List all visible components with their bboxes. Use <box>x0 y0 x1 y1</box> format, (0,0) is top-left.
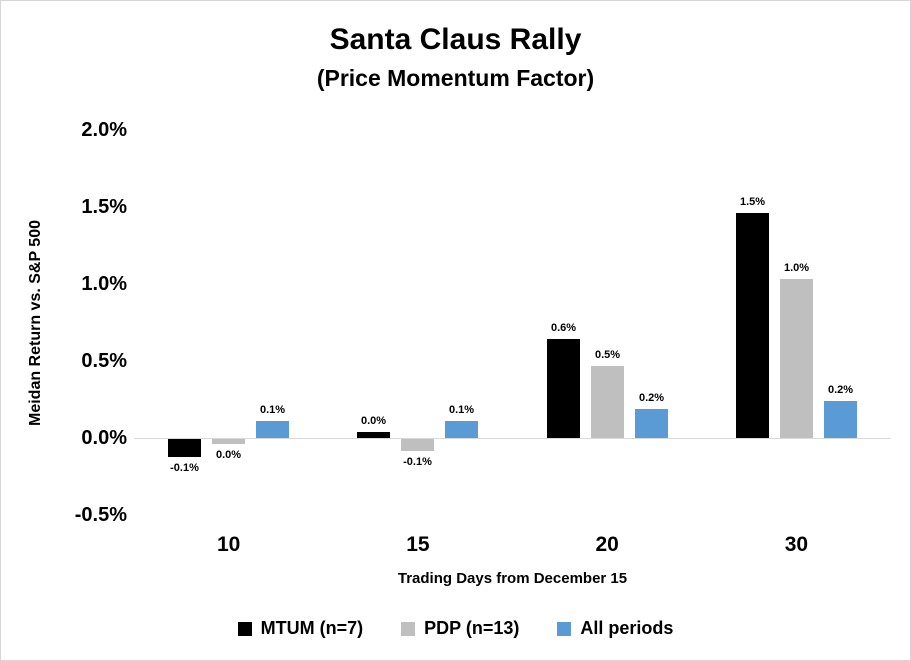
y-tick-label: 1.0% <box>81 273 127 295</box>
plot-area: -0.1% 0.0% 0.1% 0.0% -0.1% 0.1% 0.6% 0.5% 0.2% 1.… <box>134 130 891 515</box>
bar-mtum-15 <box>357 432 390 438</box>
legend-item-mtum: MTUM (n=7) <box>237 618 364 639</box>
bar-value-label: 0.0% <box>215 449 242 461</box>
bar-all-15 <box>445 421 478 438</box>
y-tick-label: 1.5% <box>81 196 127 218</box>
y-axis-title: Meidan Return vs. S&P 500 <box>23 130 49 515</box>
legend-swatch-icon <box>557 621 572 636</box>
legend-label: MTUM (n=7) <box>260 618 364 638</box>
bar-value-label: 0.2% <box>638 392 665 404</box>
bar-pdp-20 <box>591 366 624 438</box>
bar-value-label: 1.0% <box>783 262 810 274</box>
y-tick-label: 2.0% <box>81 119 127 141</box>
y-tick-label: 0.0% <box>81 427 127 449</box>
bar-value-label: 0.1% <box>259 404 286 416</box>
legend-label: All periods <box>580 618 674 638</box>
bar-value-label: 0.0% <box>360 415 387 427</box>
x-tick-label-15: 15 <box>406 533 430 556</box>
bar-value-label: 0.2% <box>827 384 854 396</box>
bar-value-label: -0.1% <box>403 456 432 468</box>
bar-all-20 <box>635 409 668 438</box>
legend-swatch-icon <box>401 621 416 636</box>
bar-pdp-15 <box>401 439 434 451</box>
bar-mtum-10 <box>168 439 201 457</box>
bar-value-label: 0.1% <box>448 404 475 416</box>
y-tick-label: 0.5% <box>81 350 127 372</box>
bar-all-30 <box>824 401 857 438</box>
bar-mtum-30 <box>736 213 769 438</box>
x-tick-label-30: 30 <box>784 533 809 556</box>
x-tick-label-10: 10 <box>216 533 241 556</box>
legend-item-all: All periods <box>557 618 673 639</box>
bar-pdp-10 <box>212 439 245 444</box>
bar-all-10 <box>256 421 289 438</box>
legend-label: PDP (n=13) <box>424 618 520 638</box>
chart-subtitle: (Price Momentum Factor) <box>316 65 595 91</box>
x-tick-label-20: 20 <box>595 533 619 556</box>
legend: MTUM (n=7) PDP (n=13) All periods <box>1 618 910 639</box>
zero-axis-line <box>134 438 891 439</box>
legend-item-pdp: PDP (n=13) <box>401 618 519 639</box>
bar-value-label: 0.6% <box>550 322 577 334</box>
bar-value-label: -0.1% <box>170 462 199 474</box>
y-tick-label: -0.5% <box>74 504 127 526</box>
y-axis-title-text: Meidan Return vs. S&P 500 <box>27 219 44 426</box>
bar-mtum-20 <box>547 339 580 438</box>
x-axis-title: Trading Days from December 15 <box>397 570 628 587</box>
bar-value-label: 0.5% <box>594 349 621 361</box>
bar-value-label: 1.5% <box>739 196 766 208</box>
legend-swatch-icon <box>237 621 252 636</box>
bar-pdp-30 <box>780 279 813 438</box>
chart-title: Santa Claus Rally <box>329 23 582 56</box>
